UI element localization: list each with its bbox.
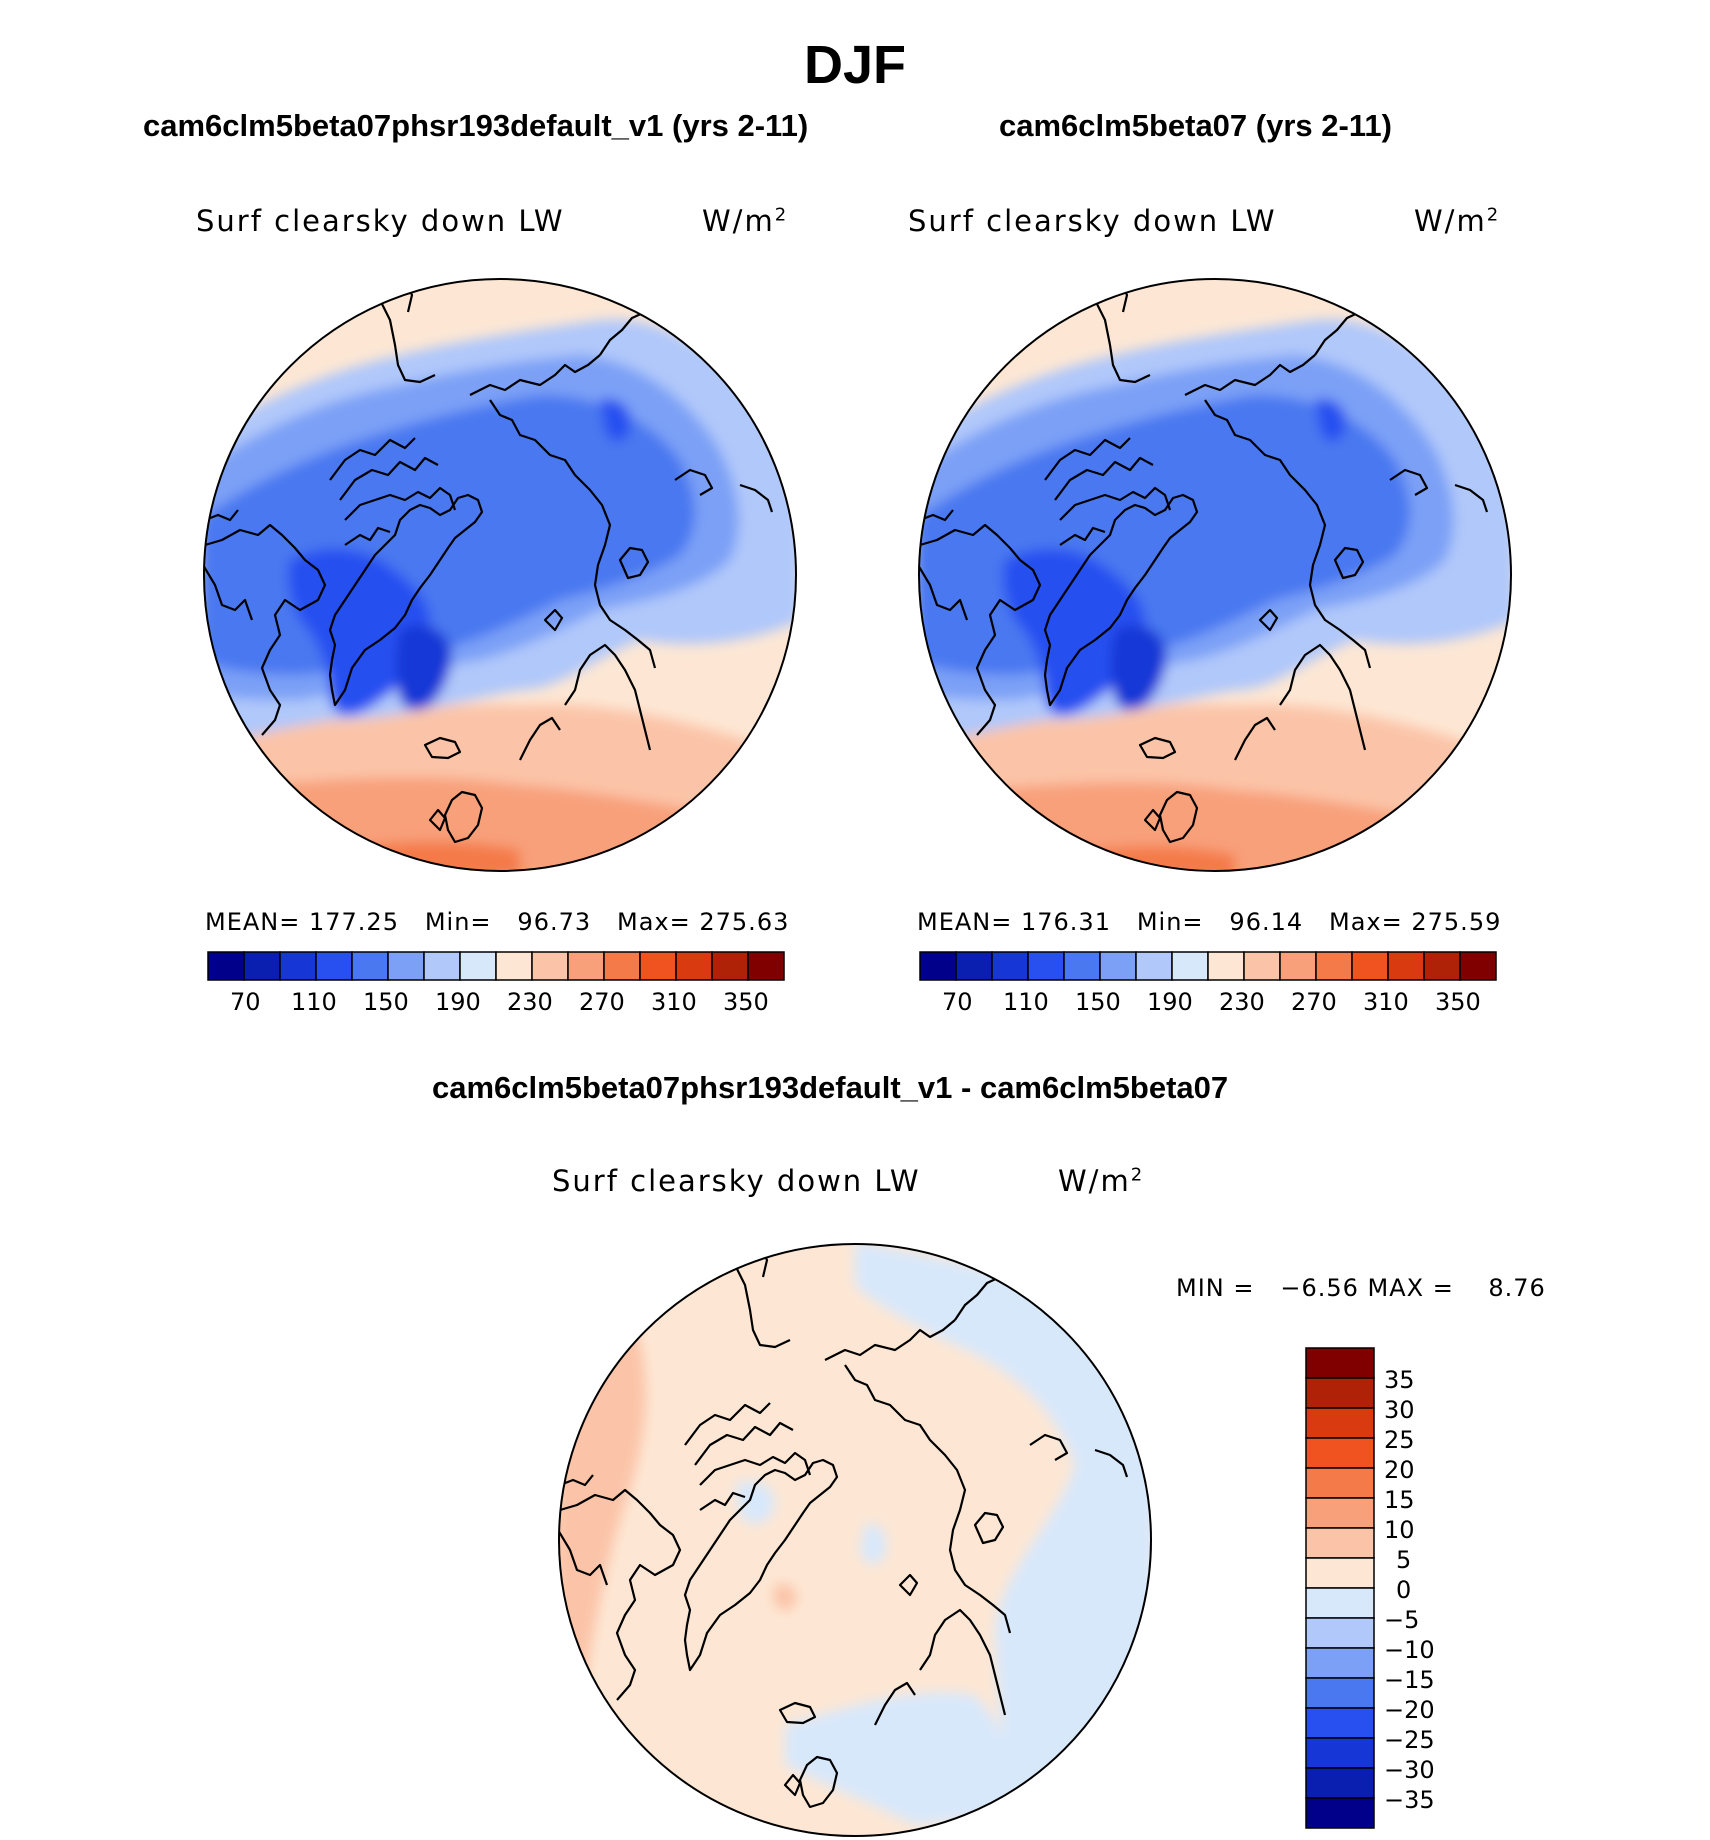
panel-3-stats: MIN = −6.56 MAX = 8.76 <box>1176 1274 1546 1302</box>
colorbar-swatch <box>1305 1587 1375 1619</box>
colorbar-2-tick: 310 <box>1363 988 1409 1016</box>
colorbar-swatch <box>1387 951 1425 981</box>
colorbar-3-tick: −35 <box>1384 1786 1435 1814</box>
panel-2-stats: MEAN= 176.31 Min= 96.14 Max= 275.59 <box>917 908 1502 936</box>
colorbar-2-tick: 70 <box>942 988 973 1016</box>
colorbar-swatch <box>747 951 785 981</box>
colorbar-swatch <box>423 951 461 981</box>
colorbar-3-tick: 0 <box>1396 1576 1412 1604</box>
colorbar-swatch <box>315 951 353 981</box>
colorbar-swatch <box>1305 1497 1375 1529</box>
colorbar-swatch <box>1351 951 1389 981</box>
colorbar-swatch <box>1305 1437 1375 1469</box>
colorbar-swatch <box>1171 951 1209 981</box>
colorbar-swatch <box>1243 951 1281 981</box>
colorbar-swatch <box>919 951 957 981</box>
colorbar-swatch <box>1135 951 1173 981</box>
colorbar-1-tick: 310 <box>651 988 697 1016</box>
colorbar-swatch <box>1279 951 1317 981</box>
colorbar-3-tick: 20 <box>1384 1456 1415 1484</box>
map-2 <box>918 278 1512 872</box>
colorbar-swatch <box>207 951 245 981</box>
colorbar-1-tick: 70 <box>230 988 261 1016</box>
colorbar-1-tick: 190 <box>435 988 481 1016</box>
colorbar-3-tick: −30 <box>1384 1756 1435 1784</box>
colorbar-swatch <box>1027 951 1065 981</box>
panel-2-variable: Surf clearsky down LW <box>908 204 1277 238</box>
colorbar-1-tick: 150 <box>363 988 409 1016</box>
colorbar-swatch <box>279 951 317 981</box>
colorbar-swatch <box>711 951 749 981</box>
colorbar-3-tick: 30 <box>1384 1396 1415 1424</box>
colorbar-swatch <box>1305 1407 1375 1439</box>
colorbar-3-tick: −5 <box>1384 1606 1420 1634</box>
colorbar-swatch <box>1423 951 1461 981</box>
colorbar-2-tick: 270 <box>1291 988 1337 1016</box>
colorbar-3-tick: −20 <box>1384 1696 1435 1724</box>
colorbar-swatch <box>1063 951 1101 981</box>
colorbar-3-tick: −10 <box>1384 1636 1435 1664</box>
panel-3-variable: Surf clearsky down LW <box>552 1164 921 1198</box>
colorbar-3-tick: 5 <box>1396 1546 1412 1574</box>
colorbar-3-tick: 15 <box>1384 1486 1415 1514</box>
panel-3-units: W/m2 <box>1058 1164 1145 1198</box>
colorbar-swatch <box>1305 1707 1375 1739</box>
panel-1-variable: Surf clearsky down LW <box>196 204 565 238</box>
colorbar-1 <box>207 951 785 981</box>
colorbar-1-tick: 110 <box>291 988 337 1016</box>
colorbar-2-tick: 150 <box>1075 988 1121 1016</box>
colorbar-1-tick: 230 <box>507 988 553 1016</box>
colorbar-swatch <box>495 951 533 981</box>
colorbar-3 <box>1305 1347 1375 1829</box>
colorbar-swatch <box>531 951 569 981</box>
colorbar-swatch <box>1305 1617 1375 1649</box>
colorbar-2-tick: 230 <box>1219 988 1265 1016</box>
colorbar-swatch <box>1305 1467 1375 1499</box>
colorbar-1-tick: 270 <box>579 988 625 1016</box>
colorbar-swatch <box>459 951 497 981</box>
panel-1-title: cam6clm5beta07phsr193default_v1 (yrs 2-1… <box>143 108 809 143</box>
colorbar-swatch <box>567 951 605 981</box>
colorbar-swatch <box>1305 1377 1375 1409</box>
colorbar-swatch <box>1305 1797 1375 1829</box>
colorbar-swatch <box>1305 1677 1375 1709</box>
colorbar-swatch <box>955 951 993 981</box>
colorbar-swatch <box>1305 1767 1375 1799</box>
colorbar-swatch <box>1305 1527 1375 1559</box>
panel-3-title: cam6clm5beta07phsr193default_v1 - cam6cl… <box>432 1070 1229 1105</box>
colorbar-swatch <box>1305 1557 1375 1589</box>
colorbar-1-tick: 350 <box>723 988 769 1016</box>
colorbar-3-tick: −25 <box>1384 1726 1435 1754</box>
map-3 <box>558 1243 1152 1837</box>
map-1 <box>203 278 797 872</box>
colorbar-swatch <box>1315 951 1353 981</box>
colorbar-swatch <box>1305 1647 1375 1679</box>
colorbar-swatch <box>1459 951 1497 981</box>
colorbar-3-tick: 25 <box>1384 1426 1415 1454</box>
colorbar-swatch <box>243 951 281 981</box>
colorbar-swatch <box>351 951 389 981</box>
colorbar-3-tick: −15 <box>1384 1666 1435 1694</box>
colorbar-swatch <box>1305 1737 1375 1769</box>
panel-1-stats: MEAN= 177.25 Min= 96.73 Max= 275.63 <box>205 908 790 936</box>
colorbar-swatch <box>675 951 713 981</box>
colorbar-swatch <box>991 951 1029 981</box>
colorbar-swatch <box>639 951 677 981</box>
colorbar-2-tick: 190 <box>1147 988 1193 1016</box>
colorbar-2 <box>919 951 1497 981</box>
colorbar-3-tick: 35 <box>1384 1366 1415 1394</box>
panel-2-title: cam6clm5beta07 (yrs 2-11) <box>999 108 1392 143</box>
colorbar-swatch <box>1099 951 1137 981</box>
figure-title: DJF <box>803 35 906 95</box>
colorbar-2-tick: 110 <box>1003 988 1049 1016</box>
colorbar-swatch <box>1305 1347 1375 1379</box>
colorbar-swatch <box>387 951 425 981</box>
colorbar-swatch <box>1207 951 1245 981</box>
panel-2-units: W/m2 <box>1414 204 1501 238</box>
colorbar-3-tick: 10 <box>1384 1516 1415 1544</box>
colorbar-2-tick: 350 <box>1435 988 1481 1016</box>
panel-1-units: W/m2 <box>702 204 789 238</box>
colorbar-swatch <box>603 951 641 981</box>
